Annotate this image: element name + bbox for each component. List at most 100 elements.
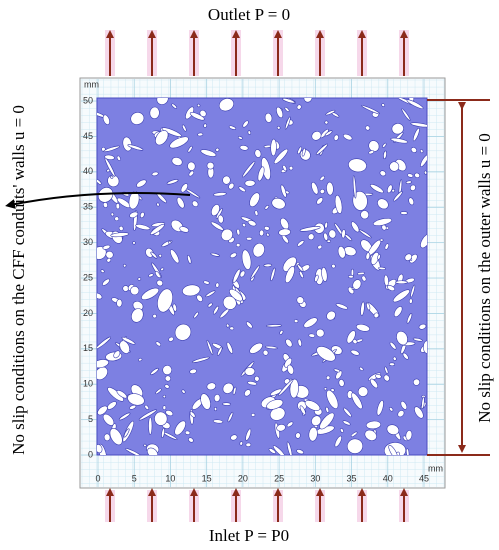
pore	[350, 431, 358, 438]
pore	[127, 144, 144, 151]
pore	[304, 400, 321, 411]
pore	[383, 374, 390, 382]
pore	[132, 241, 136, 245]
pore	[116, 389, 128, 399]
pore	[213, 394, 221, 402]
pore	[377, 254, 381, 260]
pore	[333, 134, 339, 141]
x-tick-label: 15	[202, 473, 212, 483]
pore	[228, 125, 237, 130]
pore	[123, 428, 130, 438]
pore	[222, 402, 231, 406]
pore	[197, 132, 204, 137]
pore	[157, 288, 173, 313]
pore	[316, 197, 324, 205]
pore	[247, 381, 258, 386]
pore	[303, 98, 313, 103]
pore	[383, 274, 389, 287]
pore	[333, 368, 341, 373]
pore	[421, 396, 425, 410]
pore	[210, 221, 224, 231]
pore	[136, 179, 147, 188]
pore	[282, 98, 296, 104]
pore	[113, 350, 121, 359]
pore	[324, 130, 333, 137]
pore	[229, 252, 237, 259]
pore	[116, 298, 123, 308]
pore	[276, 424, 286, 432]
pore	[299, 405, 306, 415]
pore	[379, 238, 384, 242]
pore	[104, 154, 115, 161]
pore	[317, 244, 323, 250]
pore	[122, 264, 127, 268]
pore	[383, 150, 387, 160]
pore	[303, 317, 318, 328]
pore	[288, 166, 294, 171]
pore	[348, 158, 367, 173]
pore	[286, 421, 294, 428]
pore	[342, 133, 353, 141]
pore	[297, 146, 302, 155]
pore	[139, 211, 145, 219]
pore	[180, 183, 189, 193]
pore	[284, 116, 291, 130]
pore	[156, 202, 160, 207]
pore	[103, 433, 111, 442]
pore	[396, 330, 408, 346]
pore	[388, 362, 395, 367]
pore	[138, 357, 143, 362]
pore	[319, 188, 325, 194]
pore	[249, 342, 263, 354]
pore	[401, 108, 411, 121]
pore	[270, 267, 276, 282]
pore	[420, 233, 427, 249]
pore	[217, 346, 223, 356]
pore	[97, 366, 108, 381]
pore	[271, 197, 286, 210]
pore	[360, 301, 365, 316]
pore	[393, 306, 403, 318]
pore	[168, 240, 172, 245]
pore	[388, 444, 398, 455]
pore	[319, 412, 335, 430]
pore	[122, 136, 133, 152]
pore	[168, 336, 174, 342]
pore	[406, 448, 410, 455]
pore	[254, 210, 259, 216]
pore	[412, 127, 420, 142]
pore	[156, 279, 164, 287]
pore	[272, 445, 286, 455]
pore	[247, 219, 257, 227]
x-tick-label: 20	[238, 473, 248, 483]
pore	[196, 103, 201, 108]
pore	[328, 229, 337, 239]
pore	[97, 336, 111, 349]
pore	[370, 378, 379, 389]
pore	[164, 384, 170, 389]
pore	[343, 407, 352, 418]
pore	[154, 270, 161, 279]
pore	[392, 356, 397, 361]
pore	[160, 267, 165, 271]
pore	[372, 218, 393, 227]
pore	[400, 400, 408, 410]
conduit-walls-label: No slip conditions on the CFF conduits' …	[9, 105, 28, 455]
pore	[373, 312, 380, 319]
pore	[361, 105, 381, 115]
flow-arrows	[105, 30, 409, 522]
pore	[222, 295, 237, 310]
pore	[203, 123, 207, 128]
pore	[97, 292, 103, 300]
pore	[293, 319, 299, 323]
pore	[358, 229, 372, 239]
pore	[214, 406, 218, 412]
pore	[215, 282, 220, 288]
pore	[97, 359, 109, 369]
pore	[397, 410, 405, 418]
pore	[285, 338, 293, 348]
pore	[266, 232, 270, 237]
pore	[375, 374, 382, 379]
pore	[355, 323, 370, 332]
pore	[315, 143, 328, 156]
